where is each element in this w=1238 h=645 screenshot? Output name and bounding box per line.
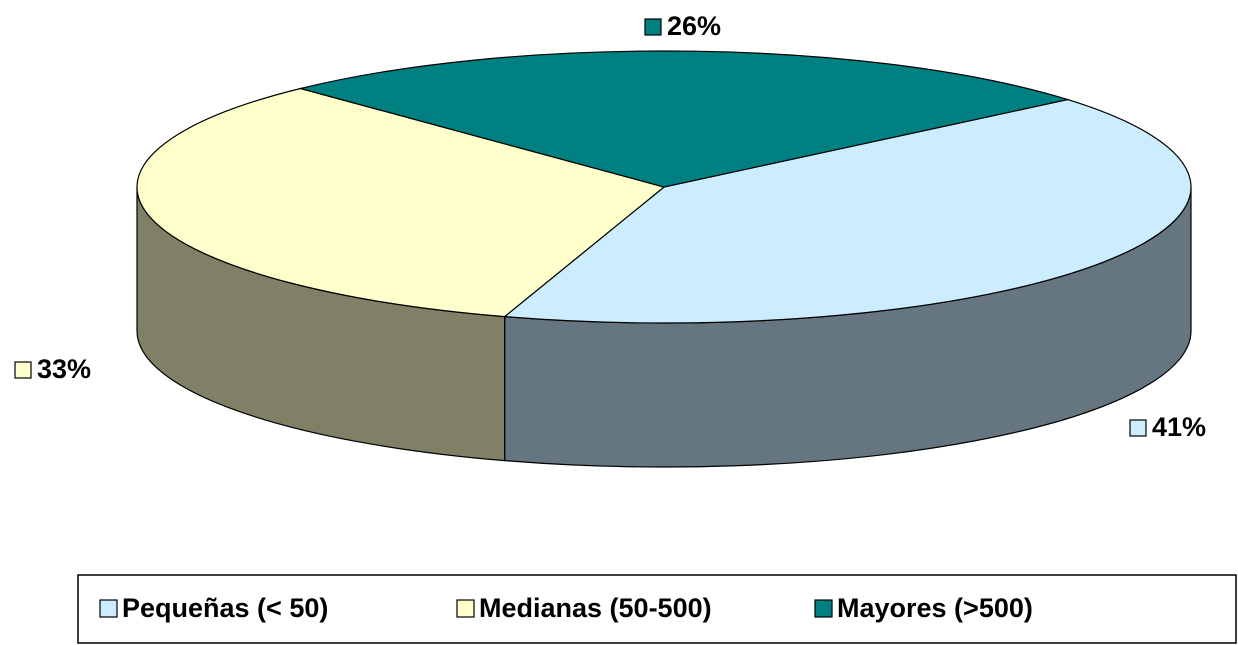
data-labels: 41% 33% 26% [14, 11, 1206, 442]
legend: Pequeñas (< 50) Medianas (50-500) Mayores … [99, 593, 1033, 623]
legend-swatch [456, 599, 475, 618]
pie-slice [136, 87, 666, 318]
legend-box [77, 574, 1237, 644]
legend-swatch [99, 599, 118, 618]
data-label: 41% [1152, 412, 1206, 442]
label-swatch [1129, 419, 1147, 437]
legend-label: Medianas (50-500) [479, 593, 712, 623]
legend-label: Mayores (>500) [837, 593, 1033, 623]
pie-tops [136, 50, 1192, 324]
pie-slice [300, 50, 1071, 188]
pie-slice [503, 98, 1192, 324]
data-label: 26% [667, 11, 721, 41]
legend-swatch [814, 599, 833, 618]
label-swatch [14, 361, 32, 379]
data-label: 33% [37, 354, 91, 384]
label-swatch [644, 18, 662, 36]
legend-label: Pequeñas (< 50) [122, 593, 328, 623]
